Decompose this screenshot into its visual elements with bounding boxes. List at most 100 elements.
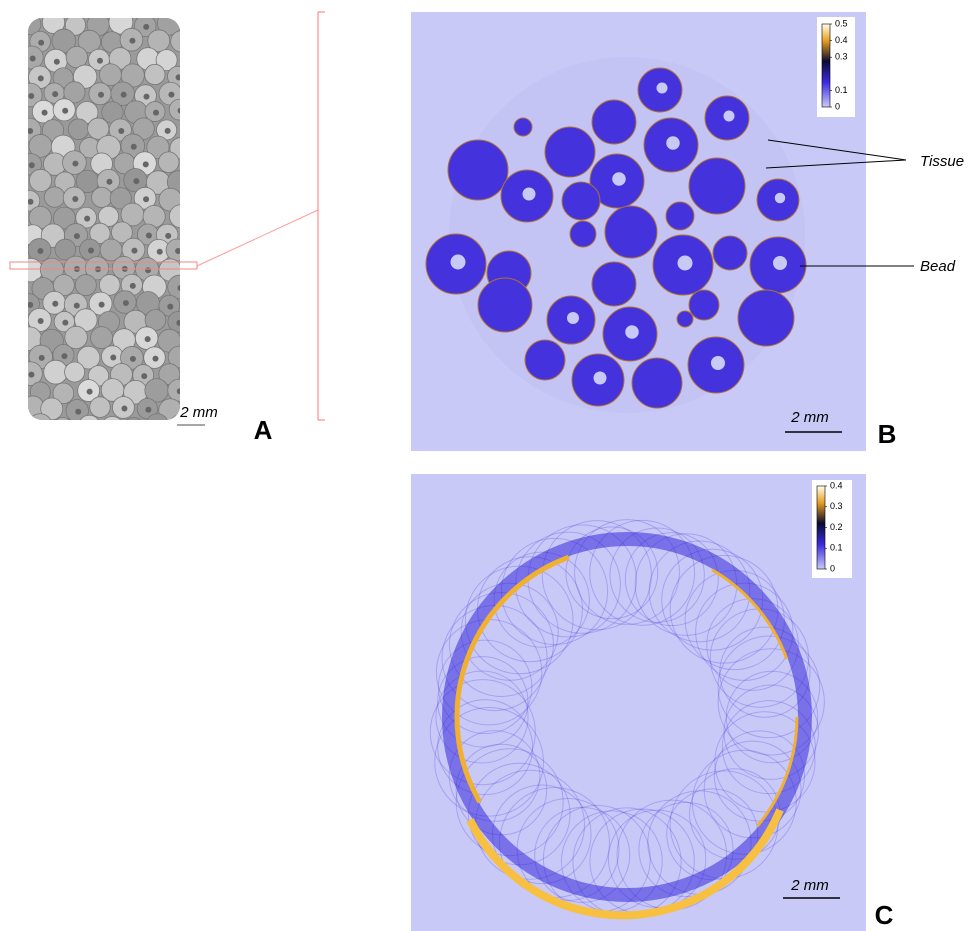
- bead-hole: [54, 59, 60, 65]
- colorbar-tick-label: 0.2: [830, 522, 843, 532]
- bead: [158, 152, 179, 173]
- bead-hole: [121, 92, 127, 98]
- bead-hole: [123, 300, 129, 306]
- bead-hole: [28, 372, 34, 378]
- bead: [171, 31, 192, 52]
- bead-hole: [152, 356, 158, 362]
- bead-hole: [27, 199, 33, 205]
- bead-hole: [145, 267, 151, 273]
- colorbar-tick-label: 0.4: [835, 35, 848, 45]
- bead-hole: [178, 423, 184, 429]
- bead: [90, 397, 111, 418]
- bead-hole: [27, 128, 33, 134]
- bead-hole: [29, 162, 35, 168]
- figure: 2 mm A 00.10.30.40.5 Tissue Bead 2 mm B …: [0, 0, 969, 931]
- bead-disc: [514, 118, 532, 136]
- bead-hole: [72, 161, 78, 167]
- annotation: Tissue: [920, 153, 964, 170]
- bead-hole: [74, 233, 80, 239]
- colorbar-tick-label: 0.4: [830, 480, 843, 490]
- colorbar-tick-label: 0: [830, 563, 835, 573]
- bead-hole: [145, 407, 151, 413]
- bead-disc: [738, 290, 794, 346]
- bead-disc: [666, 202, 694, 230]
- bead: [68, 119, 89, 140]
- bead-disc: [592, 100, 636, 144]
- bead-hole: [121, 405, 127, 411]
- bead-hole: [97, 58, 103, 64]
- bead-hole: [37, 248, 43, 254]
- bead: [146, 414, 168, 436]
- bead: [145, 64, 165, 84]
- bead-hole: [178, 108, 184, 114]
- bead: [44, 187, 64, 207]
- colorbar-tick-label: 0.3: [830, 501, 843, 511]
- bead-disc: [713, 236, 747, 270]
- bead-disc: [689, 158, 745, 214]
- panel-label: B: [878, 419, 897, 449]
- bead-hole: [153, 110, 159, 116]
- bead: [65, 362, 85, 382]
- scale-bar-label: 2 mm: [179, 404, 218, 421]
- bead-hole: [146, 232, 152, 238]
- bead-hole: [143, 24, 149, 30]
- bead: [78, 415, 100, 437]
- bead-hole: [38, 318, 44, 324]
- bead: [91, 327, 113, 349]
- bead-hole: [52, 91, 58, 97]
- bead-hole: [711, 356, 725, 370]
- bead: [101, 417, 124, 440]
- panel-c: 00.10.20.30.4 2 mm C: [411, 474, 894, 931]
- bead-hole: [167, 304, 173, 310]
- bead: [75, 275, 96, 296]
- bead-hole: [74, 303, 80, 309]
- bead-disc: [478, 278, 532, 332]
- bead-hole: [133, 178, 139, 184]
- bead-hole: [129, 38, 135, 44]
- bead-hole: [87, 389, 93, 395]
- colorbar-tick-label: 0.1: [835, 85, 848, 95]
- bead-disc: [677, 311, 693, 327]
- panel-b: 00.10.30.40.5 Tissue Bead 2 mm B: [411, 12, 964, 451]
- bead-hole: [145, 336, 151, 342]
- bead-hole: [61, 353, 67, 359]
- panel-a: 2 mm A: [10, 10, 325, 445]
- bead-disc: [448, 140, 508, 200]
- bead-hole: [84, 216, 90, 222]
- bead-hole: [130, 283, 136, 289]
- bead-hole: [28, 93, 34, 99]
- colorbar-tick-label: 0: [835, 101, 840, 111]
- colorbar: [817, 486, 825, 569]
- bead-hole: [110, 355, 116, 361]
- colorbar-tick-label: 0.1: [830, 543, 843, 553]
- bead-disc: [592, 262, 636, 306]
- bead-hole: [130, 356, 136, 362]
- scale-bar-label: 2 mm: [790, 877, 829, 894]
- bead-hole: [141, 373, 147, 379]
- bead-hole: [131, 248, 137, 254]
- bead-hole: [773, 256, 787, 270]
- bead-hole: [155, 423, 161, 429]
- bead-hole: [657, 83, 668, 94]
- bead-hole: [178, 285, 184, 291]
- bead-hole: [42, 110, 48, 116]
- bead-hole: [106, 179, 112, 185]
- bead-hole: [72, 196, 78, 202]
- bead-hole: [157, 249, 163, 255]
- bead-hole: [177, 388, 183, 394]
- colorbar-tick-label: 0.5: [835, 18, 848, 28]
- bead-hole: [38, 40, 44, 46]
- bead-hole: [88, 248, 94, 254]
- bead-hole: [75, 409, 81, 415]
- bead-hole: [98, 92, 104, 98]
- bead-hole: [131, 144, 137, 150]
- colorbar-tick-label: 0.3: [835, 52, 848, 62]
- bead-hole: [118, 128, 124, 134]
- bead-hole: [52, 301, 58, 307]
- bead-hole: [38, 423, 44, 429]
- bracket: [318, 12, 325, 420]
- slice-link: [197, 210, 318, 266]
- bead-hole: [87, 424, 93, 430]
- bead-hole: [567, 312, 579, 324]
- bead-hole: [99, 302, 105, 308]
